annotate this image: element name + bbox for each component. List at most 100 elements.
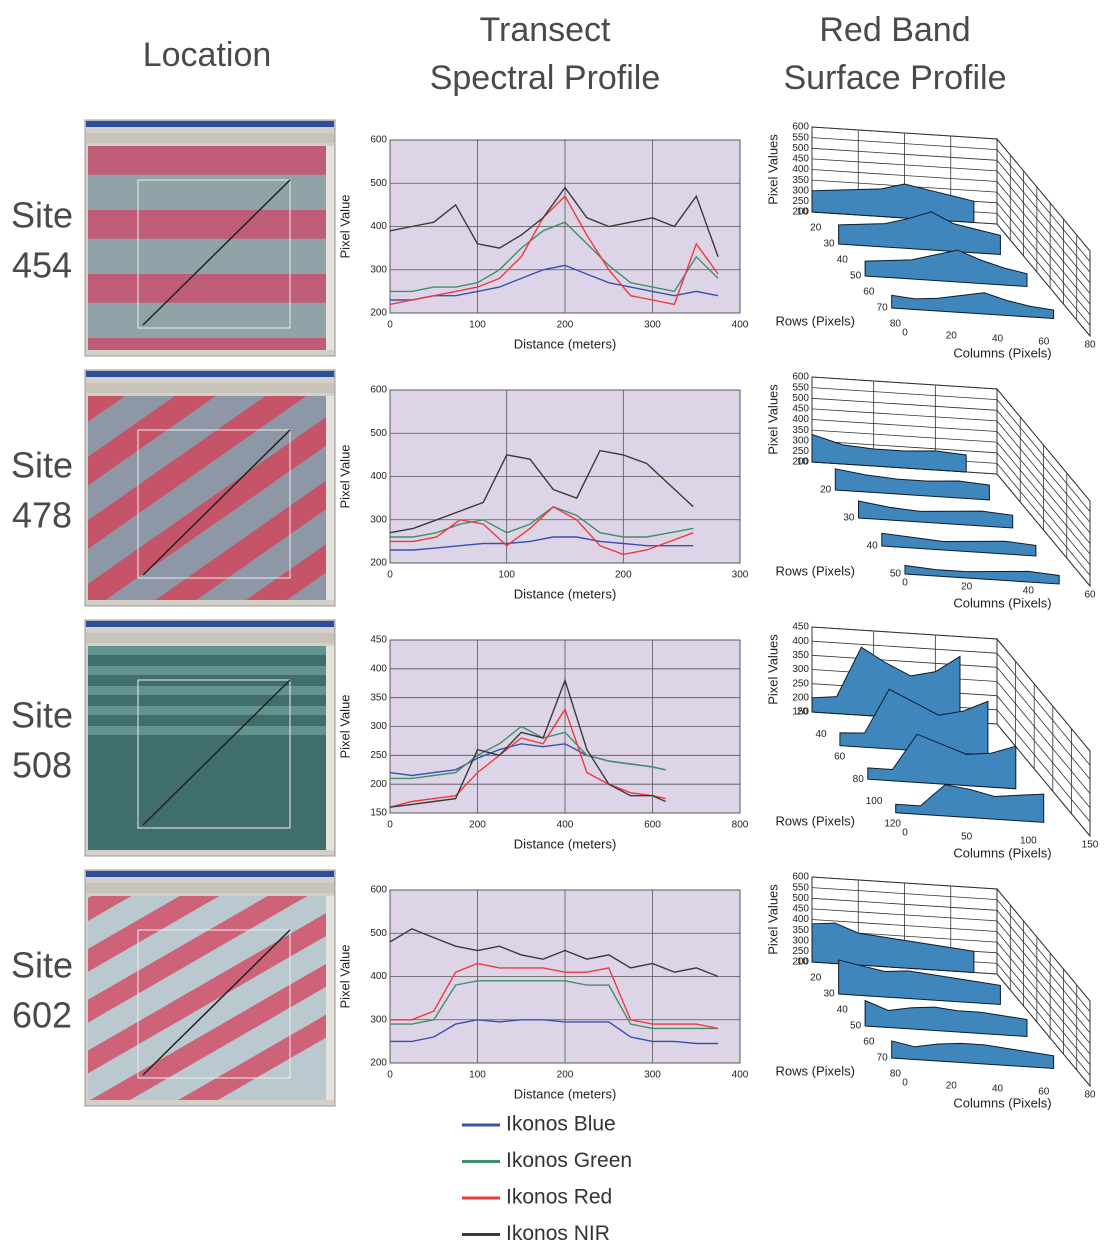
location-image: [84, 369, 336, 607]
x-tick-label: 200: [615, 570, 632, 581]
row-tick-label: 40: [837, 255, 849, 266]
row-tick-label: 50: [850, 271, 862, 282]
row-tick-label: 60: [863, 1037, 875, 1048]
column-header: Red Band: [819, 11, 970, 49]
series-line: [390, 1019, 719, 1045]
field-stripe: [88, 646, 326, 655]
series-line: [389, 678, 666, 808]
z-tick-label: 400: [792, 636, 809, 647]
field-stripe: [88, 896, 326, 1092]
y-tick-label: 500: [370, 178, 387, 189]
site-id: 602: [12, 995, 72, 1036]
y-tick-label: 200: [370, 558, 387, 569]
x-tick-label: 100: [498, 570, 515, 581]
col-tick-label: 20: [946, 331, 958, 342]
col-tick-label: 60: [1038, 337, 1050, 348]
transect-box: [137, 429, 291, 579]
x-tick-label: 100: [469, 320, 486, 331]
surface-strip: [811, 922, 975, 974]
z-tick-label: 300: [792, 664, 809, 675]
surface-strip: [904, 564, 1060, 585]
site-label: Site: [11, 445, 73, 486]
transect-line: [142, 179, 291, 326]
toolbar: [86, 383, 334, 393]
field-stripe: [88, 146, 326, 175]
site-label: Site: [11, 945, 73, 986]
transect-box: [137, 679, 291, 829]
y-tick-label: 150: [370, 808, 387, 819]
col-tick-label: 20: [961, 582, 973, 593]
z-axis-label: Pixel Values: [765, 134, 780, 205]
col-axis-label: Columns (Pixels): [953, 345, 1051, 360]
x-tick-label: 200: [557, 1070, 574, 1081]
transect-line: [142, 679, 291, 826]
location-image: [84, 619, 336, 857]
row-tick-label: 70: [877, 303, 889, 314]
z-tick-label: 600: [792, 122, 809, 133]
row-tick-label: 70: [877, 1053, 889, 1064]
surface-strip: [895, 784, 1045, 823]
y-tick-label: 350: [370, 692, 387, 703]
z-axis-label: Pixel Values: [765, 634, 780, 705]
field-stripe: [88, 396, 326, 578]
title-bar: [86, 871, 334, 877]
x-axis-label: Distance (meters): [514, 336, 617, 351]
row-axis-label: Rows (Pixels): [776, 313, 855, 328]
legend-label: Ikonos Red: [506, 1186, 612, 1209]
y-tick-label: 400: [370, 471, 387, 482]
z-tick-label: 350: [792, 650, 809, 661]
z-tick-label: 200: [792, 457, 809, 468]
col-tick-label: 0: [902, 828, 908, 839]
row-axis-label: Rows (Pixels): [776, 1063, 855, 1078]
col-tick-label: 60: [1084, 590, 1096, 601]
row-tick-label: 30: [843, 513, 855, 524]
field-stripe: [30, 82, 410, 111]
row-tick-label: 60: [834, 751, 846, 762]
column-header: Spectral Profile: [430, 59, 661, 97]
y-axis-label: Pixel Value: [337, 194, 352, 258]
z-tick-label: 250: [792, 946, 809, 957]
z-tick-label: 450: [792, 904, 809, 915]
field-stripe: [88, 726, 326, 735]
legend-label: Ikonos Blue: [506, 1113, 616, 1136]
z-tick-label: 150: [792, 707, 809, 718]
y-tick-label: 400: [370, 221, 387, 232]
z-tick-label: 300: [792, 935, 809, 946]
col-tick-label: 40: [1023, 586, 1035, 597]
field-stripe: [88, 686, 326, 695]
row-tick-label: 40: [867, 541, 879, 552]
scrollbar: [326, 396, 334, 600]
series-line: [390, 506, 694, 538]
z-tick-label: 250: [792, 678, 809, 689]
column-header: Location: [143, 36, 272, 74]
y-tick-label: 300: [370, 514, 387, 525]
column-header: Transect: [479, 11, 611, 49]
surface-strip: [858, 500, 1014, 529]
surface-strip: [891, 292, 1055, 320]
z-tick-label: 450: [792, 404, 809, 415]
y-axis-label: Pixel Value: [337, 694, 352, 758]
y-tick-label: 250: [370, 750, 387, 761]
col-tick-label: 50: [961, 832, 973, 843]
series-line: [390, 505, 694, 556]
field-stripe: [122, 468, 326, 600]
site-id: 508: [12, 745, 72, 786]
row-tick-label: 30: [823, 239, 835, 250]
z-tick-label: 200: [792, 207, 809, 218]
x-tick-label: 0: [387, 820, 393, 831]
field-stripe: [88, 666, 326, 675]
y-tick-label: 600: [370, 885, 387, 896]
series-line: [390, 980, 719, 1030]
z-tick-label: 550: [792, 382, 809, 393]
y-tick-label: 400: [370, 971, 387, 982]
z-tick-label: 250: [792, 196, 809, 207]
z-tick-label: 600: [792, 372, 809, 383]
z-tick-label: 600: [792, 872, 809, 883]
y-axis-label: Pixel Value: [337, 444, 352, 508]
surface-strip: [864, 999, 1028, 1038]
site-id: 454: [12, 245, 72, 286]
x-tick-label: 400: [557, 820, 574, 831]
z-tick-label: 350: [792, 175, 809, 186]
row-axis-label: Rows (Pixels): [776, 563, 855, 578]
series-line: [390, 536, 694, 551]
